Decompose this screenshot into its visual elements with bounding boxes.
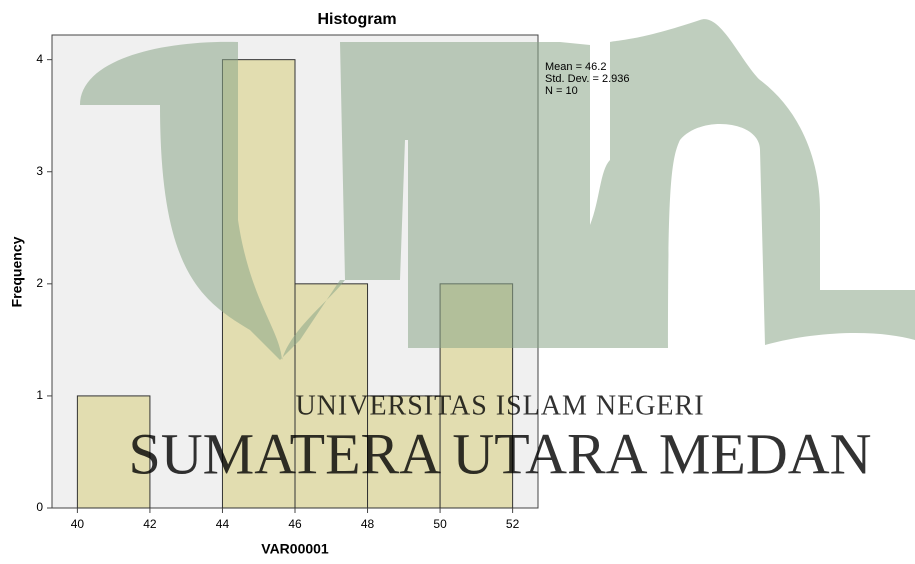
annotation: N = 10 [545,85,578,97]
annotation: Mean = 46.2 [545,61,606,73]
watermark-line: SUMATERA UTARA MEDAN [129,421,872,486]
x-tick-label: 50 [433,517,447,531]
y-tick-label: 1 [36,388,43,402]
y-axis-label: Frequency [9,236,25,307]
watermark-line: UNIVERSITAS ISLAM NEGERI [295,390,704,421]
x-tick-label: 44 [216,517,230,531]
x-axis-label: VAR00001 [261,541,329,557]
x-tick-label: 48 [361,517,375,531]
y-tick-label: 4 [36,52,43,66]
y-tick-label: 3 [36,164,43,178]
x-tick-label: 42 [143,517,157,531]
chart-title: Histogram [317,11,396,28]
chart: Histogram VAR00001 Frequency UNIVERSITAS… [0,0,915,564]
y-tick-label: 0 [36,500,43,514]
y-tick-label: 2 [36,276,43,290]
x-tick-label: 52 [506,517,520,531]
annotation: Std. Dev. = 2.936 [545,73,630,85]
x-tick-label: 40 [71,517,85,531]
x-tick-label: 46 [288,517,302,531]
